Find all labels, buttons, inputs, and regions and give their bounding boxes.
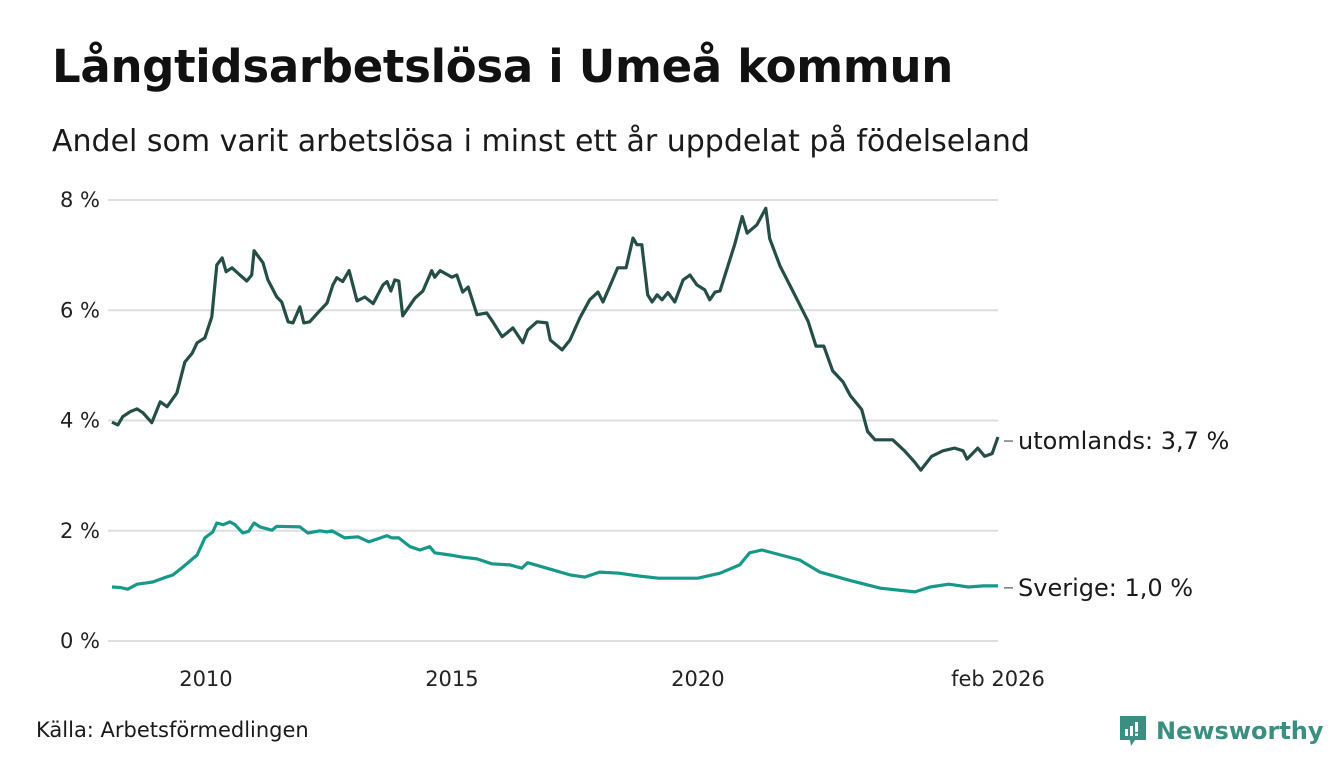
end-label-sverige: Sverige: 1,0 %	[1018, 574, 1193, 602]
newsworthy-logo: Newsworthy	[1118, 714, 1324, 748]
y-tick-label: 4 %	[60, 409, 100, 433]
x-tick-label: feb 2026	[951, 667, 1045, 691]
source-label: Källa: Arbetsförmedlingen	[36, 718, 309, 742]
series-line-sverige	[111, 520, 998, 594]
chart-subtitle: Andel som varit arbetslösa i minst ett å…	[52, 124, 1030, 159]
series-line-utomlands	[111, 206, 1000, 472]
brand-name: Newsworthy	[1156, 717, 1324, 745]
y-tick-label: 8 %	[60, 188, 100, 212]
newsworthy-logo-icon	[1120, 716, 1146, 746]
y-tick-label: 2 %	[60, 519, 100, 543]
x-tick-label: 2020	[671, 667, 724, 691]
y-tick-label: 0 %	[60, 629, 100, 653]
x-tick-label: 2015	[425, 667, 478, 691]
y-tick-label: 6 %	[60, 298, 100, 322]
end-label-utomlands: utomlands: 3,7 %	[1018, 427, 1229, 455]
chart-title: Långtidsarbetslösa i Umeå kommun	[52, 40, 953, 93]
x-tick-label: 2010	[179, 667, 232, 691]
